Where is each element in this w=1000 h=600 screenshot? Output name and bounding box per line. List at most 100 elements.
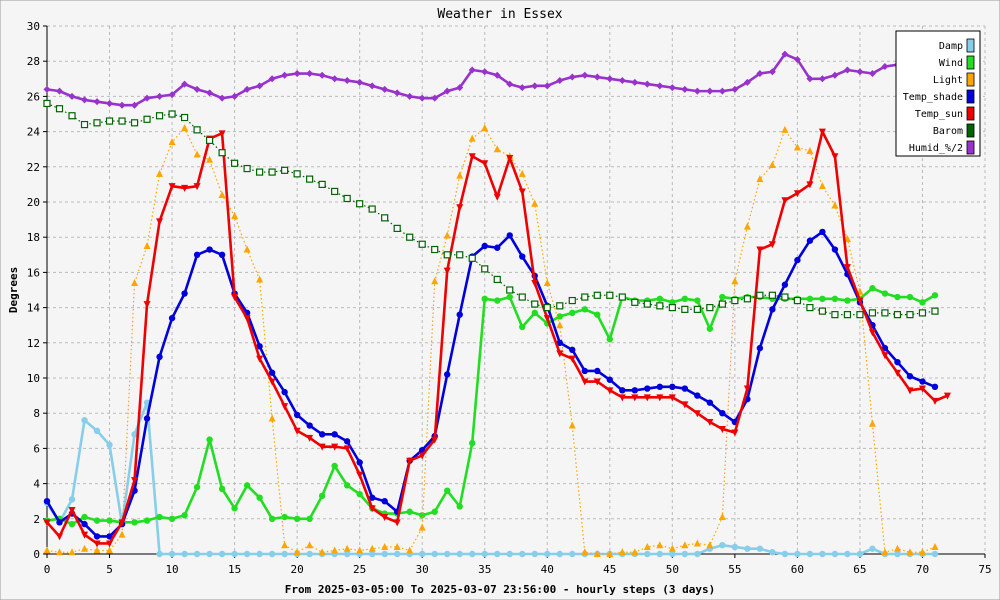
data-point-damp	[306, 550, 313, 558]
data-point-light	[106, 546, 114, 554]
data-point-humid-2	[106, 99, 114, 107]
data-point-damp	[556, 550, 563, 558]
data-point-barom	[118, 117, 126, 125]
data-point-wind	[669, 299, 676, 306]
data-point-temp-sun	[168, 183, 176, 191]
data-point-barom	[818, 307, 827, 315]
data-point-humid-2	[218, 94, 226, 102]
data-point-barom	[631, 298, 639, 306]
data-point-temp-shade	[181, 290, 188, 297]
data-point-humid-2	[256, 82, 264, 90]
data-point-damp	[831, 550, 839, 558]
data-point-light	[93, 546, 101, 554]
data-point-temp-shade	[719, 410, 726, 417]
data-point-light	[718, 513, 726, 521]
data-point-barom	[518, 293, 526, 301]
legend-label-temp-shade: Temp_shade	[903, 92, 963, 103]
data-point-damp	[456, 550, 463, 558]
data-point-humid-2	[243, 85, 251, 93]
data-point-light	[318, 548, 326, 556]
grid-lines	[47, 25, 986, 554]
data-point-barom	[343, 194, 351, 203]
data-point-humid-2	[68, 92, 76, 100]
data-point-temp-shade	[644, 385, 651, 392]
data-point-light	[793, 143, 801, 151]
data-point-barom	[268, 168, 276, 176]
data-point-light	[243, 245, 251, 253]
data-point-wind	[306, 515, 313, 522]
data-point-damp	[819, 550, 826, 558]
data-point-temp-sun	[731, 429, 739, 437]
data-point-damp	[381, 550, 388, 558]
data-point-temp-shade	[381, 498, 388, 505]
data-point-temp-sun	[681, 401, 689, 409]
data-point-light	[781, 125, 789, 133]
data-point-humid-2	[856, 68, 864, 76]
data-point-temp-sun	[906, 387, 914, 395]
data-point-temp-sun	[68, 507, 76, 514]
y-tick-label: 14	[27, 302, 41, 315]
data-point-temp-shade	[631, 387, 639, 394]
data-point-temp-sun	[118, 519, 126, 527]
data-point-temp-sun	[618, 394, 626, 402]
data-point-humid-2	[606, 75, 614, 83]
data-point-wind	[906, 293, 914, 301]
data-point-light	[606, 550, 614, 557]
data-point-temp-sun	[768, 241, 776, 249]
data-point-humid-2	[518, 84, 526, 92]
data-point-wind	[469, 439, 476, 447]
data-point-wind	[681, 295, 689, 302]
data-point-humid-2	[93, 98, 101, 106]
x-tick-label: 40	[541, 563, 554, 576]
data-point-damp	[93, 427, 101, 434]
data-point-barom	[193, 126, 201, 134]
data-point-damp	[68, 496, 76, 503]
data-point-temp-sun	[556, 350, 564, 358]
data-point-temp-sun	[693, 410, 701, 418]
data-point-light	[393, 542, 401, 550]
x-tick-label: 75	[978, 563, 991, 576]
data-point-wind	[719, 293, 726, 301]
data-point-wind	[556, 313, 563, 320]
data-point-humid-2	[468, 66, 476, 74]
data-point-humid-2	[306, 70, 314, 78]
data-point-temp-shade	[669, 383, 676, 390]
data-point-damp	[343, 550, 351, 558]
data-point-barom	[243, 164, 251, 173]
data-point-humid-2	[881, 62, 889, 70]
legend-label-temp-sun: Temp_sun	[915, 109, 963, 120]
data-point-damp	[218, 550, 226, 558]
data-point-damp	[794, 550, 801, 558]
legend-swatch-damp	[966, 38, 975, 53]
data-point-barom	[593, 291, 601, 299]
data-point-barom	[293, 170, 301, 178]
data-point-humid-2	[81, 96, 89, 104]
x-tick-label: 10	[165, 563, 178, 576]
data-point-temp-shade	[806, 237, 814, 244]
data-point-wind	[606, 336, 613, 343]
data-point-wind	[143, 517, 151, 524]
data-point-temp-sun	[943, 392, 951, 400]
data-point-temp-shade	[456, 311, 463, 318]
data-point-temp-shade	[218, 251, 226, 258]
series-temp-shade	[43, 228, 939, 540]
data-point-wind	[343, 482, 351, 489]
y-tick-label: 2	[33, 513, 40, 526]
data-point-light	[681, 541, 689, 549]
data-point-humid-2	[793, 55, 801, 63]
data-point-temp-shade	[556, 339, 563, 346]
data-point-temp-shade	[781, 281, 789, 288]
data-point-barom	[843, 311, 852, 319]
data-point-damp	[181, 550, 188, 558]
data-point-damp	[781, 550, 789, 558]
data-point-wind	[656, 295, 664, 302]
data-point-barom	[281, 166, 289, 174]
data-point-temp-shade	[143, 415, 151, 422]
data-point-wind	[81, 513, 88, 521]
data-point-light	[381, 542, 389, 550]
data-point-damp	[243, 550, 251, 558]
data-point-temp-sun	[881, 352, 889, 360]
data-point-temp-sun	[243, 315, 251, 323]
data-point-humid-2	[543, 82, 551, 90]
